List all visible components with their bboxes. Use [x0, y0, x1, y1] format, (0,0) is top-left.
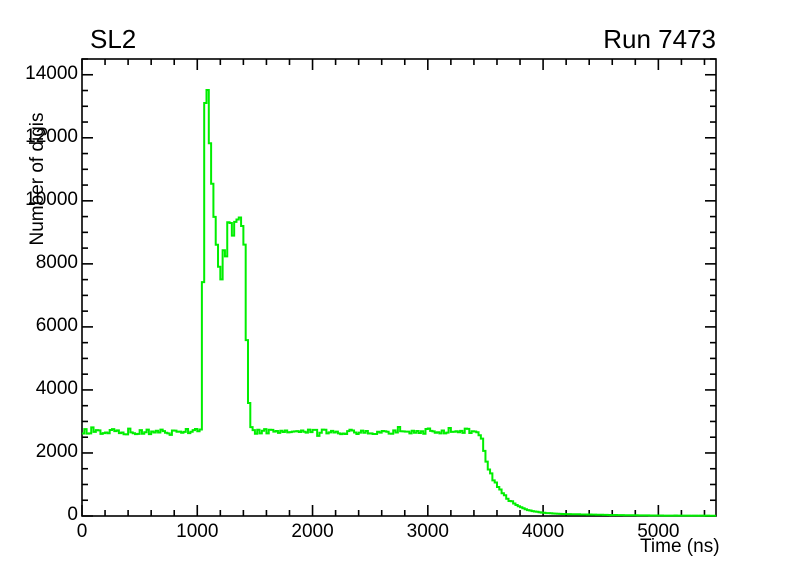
frame-rect: [81, 58, 717, 517]
x-tick-label: 5000: [637, 521, 680, 542]
x-axis-title: Time (ns): [640, 536, 720, 557]
x-tick-label: 4000: [521, 521, 565, 542]
y-tick-label: 10000: [25, 188, 78, 210]
axis-ticks: [81, 58, 716, 517]
y-tick-label: 2000: [35, 440, 78, 462]
y-tick-label: 4000: [35, 377, 78, 399]
x-tick-label: 2000: [291, 521, 334, 542]
y-tick-label: 8000: [35, 251, 78, 273]
x-tick-label: 1000: [176, 521, 219, 542]
y-axis-tick-labels: 0 2000 4000 6000 8000 10000 12000 14000: [0, 0, 78, 572]
data-series-0: [82, 89, 716, 517]
plot-title-right: Run 7473: [603, 24, 716, 54]
y-tick-label: 0: [67, 504, 78, 525]
plot-frame: [81, 58, 717, 517]
data-series-group: [82, 89, 716, 517]
y-tick-label: 6000: [35, 314, 78, 336]
x-tick-label: 3000: [406, 521, 449, 542]
y-tick-label: 12000: [25, 125, 78, 147]
x-axis-tick-labels: 0 1000 2000 3000 4000 5000: [0, 521, 796, 551]
plot-title-left: SL2: [90, 24, 137, 54]
y-tick-label: 14000: [25, 62, 78, 84]
x-tick-label: 0: [76, 521, 88, 542]
